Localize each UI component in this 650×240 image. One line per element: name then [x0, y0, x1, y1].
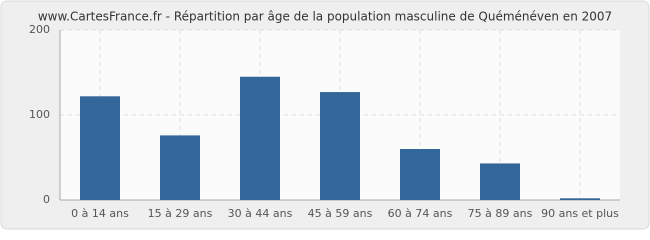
y-tick-label: 0: [43, 193, 50, 206]
x-tick-label: 75 à 89 ans: [468, 207, 533, 220]
chart: www.CartesFrance.fr - Répartition par âg…: [0, 0, 650, 230]
bar: [400, 149, 440, 200]
bar: [320, 92, 360, 200]
bar: [560, 198, 600, 200]
bar: [480, 163, 520, 200]
bar: [240, 76, 280, 200]
x-tick-label: 15 à 29 ans: [148, 207, 213, 220]
bar: [160, 135, 200, 200]
x-tick-label: 45 à 59 ans: [308, 207, 373, 220]
chart-title: www.CartesFrance.fr - Répartition par âg…: [38, 10, 612, 24]
x-tick-label: 60 à 74 ans: [388, 207, 453, 220]
bar: [80, 96, 120, 200]
x-tick-label: 90 ans et plus: [541, 207, 619, 220]
x-tick-label: 0 à 14 ans: [71, 207, 129, 220]
y-tick-label: 200: [29, 23, 50, 36]
x-tick-label: 30 à 44 ans: [228, 207, 293, 220]
y-tick-label: 100: [29, 108, 50, 121]
